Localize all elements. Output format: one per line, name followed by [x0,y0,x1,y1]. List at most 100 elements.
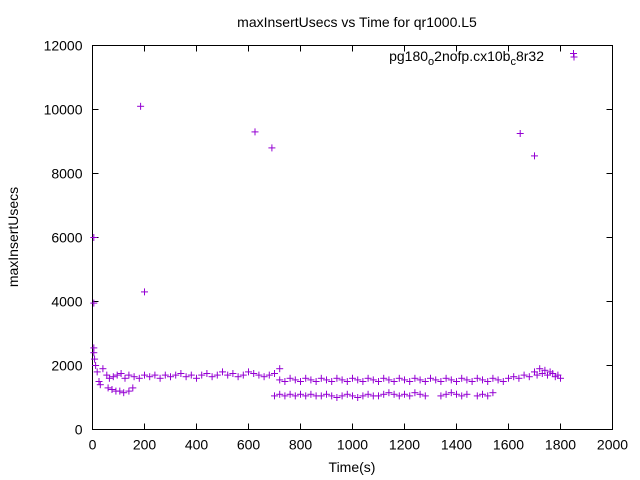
y-tick-label: 8000 [51,166,82,182]
data-point [105,374,113,382]
data-point [349,392,356,400]
data-point [130,373,138,381]
data-point [364,390,372,398]
data-point [479,376,486,384]
data-point [390,390,398,398]
data-point [141,371,148,379]
data-point [250,370,258,377]
y-tick-label: 6000 [51,230,82,246]
data-point [406,378,414,385]
data-point [90,234,98,241]
data-point [224,371,232,379]
data-point [541,366,549,374]
chart-title: maxInsertUsecs vs Time for qr1000.L5 [237,14,477,30]
data-point [93,368,101,376]
data-point [141,288,148,296]
data-point [276,365,284,373]
data-point [489,374,497,382]
x-tick-label: 1000 [337,437,368,453]
data-point [458,392,466,400]
data-point [354,376,362,384]
data-point [255,371,263,379]
data-point [473,374,481,382]
data-point [96,381,104,389]
data-point [117,370,125,377]
legend-label-part-b: o [428,56,434,68]
data-point [442,390,450,398]
data-point [463,390,471,398]
data-point [297,390,304,398]
data-point [406,392,414,400]
data-point [364,374,372,382]
data-point [108,386,116,393]
data-point [432,376,440,384]
data-point [265,371,273,379]
data-point [172,371,180,379]
data-point [99,365,107,373]
x-axis: 0 200 400 600 800 1000 1200 1400 1600 1800 2000 [89,45,628,453]
data-point [213,371,221,379]
data-point [484,378,492,385]
data-point [198,371,206,379]
data-point [447,376,455,384]
data-point [375,378,382,385]
x-tick-label: 1800 [545,437,576,453]
data-point [349,374,356,382]
data-point [505,374,512,382]
x-tick-label: 600 [237,437,261,453]
data-point [203,370,211,377]
y-axis: 0 2000 4000 6000 8000 10000 12000 [44,38,613,438]
data-point [489,389,497,397]
data-point [375,392,382,400]
data-point [390,378,398,385]
data-point [411,374,419,382]
data-point [395,374,403,382]
y-tick-label: 0 [75,422,83,438]
data-point [135,374,143,382]
data-point [473,392,481,400]
data-point [120,389,128,397]
data-point [90,299,98,307]
data-point [271,370,278,377]
data-point [113,371,121,379]
data-point [437,378,445,385]
data-point [510,373,518,381]
data-point [333,394,341,401]
data-point [291,392,299,400]
data-point [570,50,577,57]
data-point [90,349,98,357]
data-point [156,374,164,382]
data-point [187,371,195,379]
x-tick-label: 1600 [493,437,524,453]
data-point [323,390,330,398]
legend-label-part-c: 2nofp.cx10b [434,48,510,64]
data-point [494,376,502,384]
data-point [416,376,424,384]
data-point [533,371,541,379]
data-point [453,390,460,398]
data-point [116,387,124,395]
data-point [411,389,419,397]
data-points [90,50,577,401]
x-tick-label: 400 [185,437,209,453]
data-point [167,373,174,381]
data-point [151,371,159,379]
data-point [343,390,351,398]
data-point [401,390,408,398]
data-point [468,378,476,385]
x-tick-label: 200 [133,437,157,453]
data-point [161,371,169,379]
data-point [380,390,388,398]
data-point [516,130,524,137]
data-point [245,368,252,376]
legend-label-part-d: c [510,56,516,68]
data-point [281,378,289,385]
data-point [453,378,460,385]
data-point [525,373,533,381]
data-point [416,390,424,398]
data-point [536,365,544,373]
x-axis-label: Time(s) [329,459,376,475]
legend-label-part-e: 8r32 [516,48,544,64]
data-point [268,144,276,152]
